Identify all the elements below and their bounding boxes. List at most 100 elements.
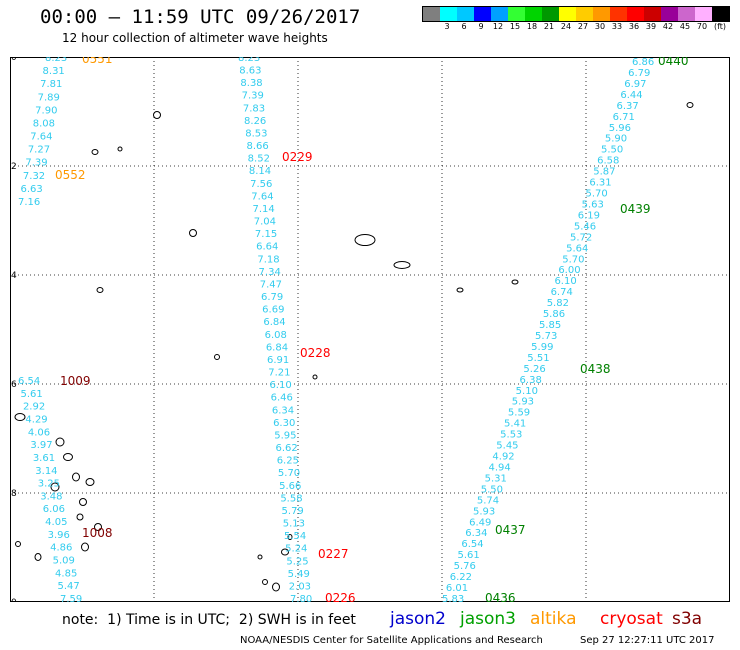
swh-value: 4.86 <box>50 543 72 554</box>
swh-value: 6.31 <box>589 178 611 189</box>
color-swatch <box>593 7 610 21</box>
swh-value: 7.04 <box>254 217 276 228</box>
pass-label: 0437 <box>495 523 526 537</box>
island-outline <box>85 478 95 486</box>
swh-value: 4.06 <box>28 427 50 438</box>
pass-label: 0551 <box>82 57 113 66</box>
island-outline <box>511 279 519 285</box>
swh-value: 7.56 <box>250 179 272 190</box>
color-swatch <box>627 7 644 21</box>
satellite-legend-entry: jason2 <box>390 609 446 629</box>
swh-value: 7.39 <box>25 158 47 169</box>
island-outline <box>189 229 197 237</box>
island-outline <box>153 111 161 119</box>
island-outline <box>81 542 89 552</box>
island-outline <box>76 513 84 521</box>
pass-label: 0438 <box>580 362 611 376</box>
swh-value: 6.34 <box>272 405 294 416</box>
color-scale-label: 30 <box>594 22 606 31</box>
swh-value: 6.84 <box>266 342 288 353</box>
color-scale-unit: (ft) <box>713 22 727 31</box>
color-swatch <box>525 7 542 21</box>
map-title: 00:00 – 11:59 UTC 09/26/2017 <box>40 6 361 28</box>
swh-value: 5.46 <box>574 221 596 232</box>
lat-tick-label: -12 <box>10 162 17 172</box>
swh-value: 5.61 <box>458 550 480 561</box>
swh-value: 3.96 <box>48 530 70 541</box>
swh-value: 7.59 <box>60 594 82 602</box>
swh-value: 5.79 <box>282 506 304 517</box>
swh-value: 5.26 <box>523 364 545 375</box>
swh-value: 5.58 <box>280 493 302 504</box>
island-outline <box>94 523 102 531</box>
swh-value: 6.97 <box>624 79 646 90</box>
pass-label: 0436 <box>485 591 516 602</box>
swh-value: 5.74 <box>477 495 499 506</box>
swh-value: 4.94 <box>489 462 511 473</box>
swh-value: 7.47 <box>260 279 282 290</box>
pass-label: 0439 <box>620 202 651 216</box>
swh-value: 6.79 <box>628 68 650 79</box>
swh-value: 4.85 <box>55 568 77 579</box>
island-outline <box>281 548 289 556</box>
swh-value: 5.54 <box>284 531 306 542</box>
swh-value: 6.74 <box>551 287 573 298</box>
color-scale-label: 45 <box>679 22 691 31</box>
swh-value: 7.34 <box>259 267 281 278</box>
color-swatch <box>678 7 695 21</box>
swh-value: 6.08 <box>265 330 287 341</box>
footer-note: note: 1) Time is in UTC; 2) SWH is in fe… <box>62 612 356 628</box>
lat-tick-label: -16 <box>10 380 17 390</box>
swh-value: 5.47 <box>58 581 80 592</box>
swh-value: 7.64 <box>251 191 273 202</box>
swh-value: 6.38 <box>520 375 542 386</box>
swh-value: 5.85 <box>539 320 561 331</box>
pass-label: 0228 <box>300 346 331 360</box>
credit-line: NOAA/NESDIS Center for Satellite Applica… <box>240 635 543 646</box>
swh-value: 5.49 <box>288 569 310 580</box>
island-outline <box>55 437 65 447</box>
swh-value: 5.73 <box>535 331 557 342</box>
island-outline <box>272 582 280 592</box>
color-swatch <box>491 7 508 21</box>
swh-value: 7.16 <box>18 197 40 208</box>
swh-value: 5.99 <box>531 342 553 353</box>
swh-value: 5.41 <box>504 419 526 430</box>
swh-value: 5.53 <box>500 430 522 441</box>
swh-value: 8.66 <box>246 141 268 152</box>
island-outline <box>214 354 220 360</box>
swh-value: 5.70 <box>278 468 300 479</box>
island-outline <box>91 149 99 155</box>
color-scale-label: 21 <box>543 22 555 31</box>
swh-value: 6.34 <box>465 528 487 539</box>
swh-value: 7.39 <box>242 91 264 102</box>
swh-value: 5.72 <box>570 232 592 243</box>
color-scale-label: 15 <box>509 22 521 31</box>
swh-value: 5.83 <box>442 594 464 602</box>
swh-value: 6.69 <box>262 305 284 316</box>
island-outline <box>79 498 87 506</box>
color-scale-label: 33 <box>611 22 623 31</box>
swh-value: 8.23 <box>45 57 67 64</box>
swh-value: 7.18 <box>257 254 279 265</box>
axis-tick-labels: -180-177-174-171-168-165-10-12-14-16-18-… <box>10 57 17 602</box>
swh-value: 5.82 <box>547 298 569 309</box>
swh-value: 6.84 <box>263 317 285 328</box>
swh-value: 8.23 <box>238 57 260 64</box>
color-scale-label: 24 <box>560 22 572 31</box>
color-scale-label: 18 <box>526 22 538 31</box>
swh-value: 5.61 <box>20 389 42 400</box>
swh-value: 7.80 <box>290 594 312 602</box>
swh-value: 8.38 <box>240 78 262 89</box>
island-outline <box>63 453 73 461</box>
pass-label: 0440 <box>658 57 689 68</box>
satellite-legend-entry: altika <box>530 609 577 629</box>
island-outline <box>686 102 694 108</box>
wave-height-map: -180-177-174-171-168-165-10-12-14-16-18-… <box>10 57 730 602</box>
swh-value: 5.59 <box>508 408 530 419</box>
color-swatch <box>423 7 440 21</box>
swh-value: 5.93 <box>473 506 495 517</box>
swh-value: 8.08 <box>33 118 55 129</box>
pass-label: 1009 <box>60 374 91 388</box>
pass-label: 0552 <box>55 168 86 182</box>
